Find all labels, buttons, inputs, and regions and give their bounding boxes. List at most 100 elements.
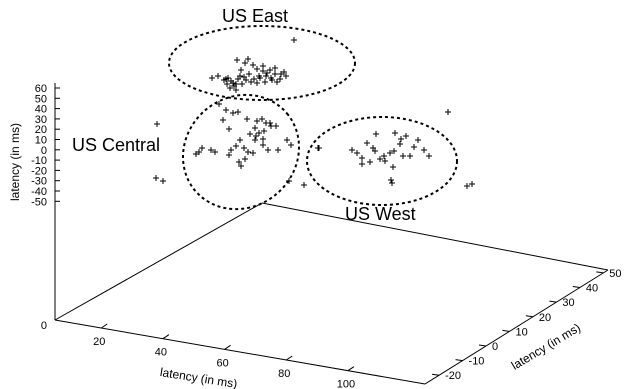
y-tick-label: 40 [586, 283, 598, 295]
data-point [261, 128, 267, 134]
y-tick-label: 50 [609, 268, 621, 280]
data-point [400, 153, 406, 159]
cluster-label-us-east: US East [222, 6, 288, 26]
data-point [445, 109, 451, 115]
data-point [411, 144, 417, 150]
data-point [236, 159, 242, 165]
x-tick-mark [224, 344, 231, 350]
data-point [252, 125, 258, 131]
data-point [260, 136, 266, 142]
data-point [250, 150, 256, 156]
data-point [421, 147, 427, 153]
data-point [238, 67, 244, 73]
x-tick-mark [347, 366, 355, 372]
data-point [228, 147, 234, 153]
data-point [242, 156, 248, 162]
data-point [254, 118, 260, 124]
data-point [264, 70, 270, 76]
y-tick-label: -10 [469, 356, 485, 368]
data-point [254, 66, 260, 72]
data-point [265, 147, 271, 153]
data-point [215, 73, 221, 79]
data-point [160, 178, 166, 184]
y-tick-mark [596, 271, 604, 274]
data-point [154, 121, 160, 127]
y-tick-mark [525, 315, 533, 318]
data-point [208, 147, 214, 153]
data-point [199, 145, 205, 151]
data-point [272, 65, 278, 71]
data-point [316, 145, 322, 151]
data-point [274, 79, 280, 85]
z-tick-label: -10 [31, 155, 47, 167]
z-tick-label: 60 [35, 83, 47, 95]
data-point [262, 79, 268, 85]
data-point [390, 164, 396, 170]
data-point [242, 60, 248, 66]
cluster-ellipse-us-west [306, 116, 458, 206]
data-point [291, 37, 297, 43]
data-point [196, 149, 202, 155]
data-point [245, 56, 251, 62]
data-point [230, 80, 236, 86]
data-point [286, 178, 292, 184]
data-point [377, 156, 383, 162]
data-point [223, 107, 229, 113]
data-point [382, 158, 388, 164]
data-point [224, 81, 230, 87]
data-point [153, 175, 159, 181]
x-axis-ticks: 20 40 60 80 100 [93, 323, 355, 389]
data-point [235, 109, 241, 115]
data-point [216, 101, 222, 107]
data-point [284, 137, 290, 143]
data-point [407, 153, 413, 159]
y-tick-mark [432, 373, 440, 376]
data-point [268, 75, 274, 81]
data-point [221, 77, 227, 83]
x-tick-mark [162, 334, 170, 340]
data-point [283, 73, 289, 79]
data-point [267, 120, 273, 126]
data-point [212, 149, 218, 155]
cluster-ellipses [168, 25, 458, 211]
data-point [403, 133, 409, 139]
y-tick-mark [478, 344, 487, 347]
data-point [260, 142, 266, 148]
data-point [254, 80, 260, 86]
data-point [372, 148, 378, 154]
data-point [246, 71, 252, 77]
data-point [354, 150, 360, 156]
data-point [226, 126, 232, 132]
data-point [392, 130, 398, 136]
data-point [359, 161, 365, 167]
y-tick-mark [549, 300, 557, 303]
data-point [349, 147, 355, 153]
data-point [469, 181, 475, 187]
data-point [231, 83, 237, 89]
data-point [233, 87, 239, 93]
data-point [230, 110, 236, 116]
data-point [277, 76, 283, 82]
data-point [233, 143, 239, 149]
data-point [253, 133, 259, 139]
data-point [209, 75, 215, 81]
data-point [281, 69, 287, 75]
data-point [234, 57, 240, 63]
z-axis-label: latency (in ms) [8, 123, 22, 201]
data-point [367, 159, 373, 165]
back-edge-left [54, 202, 263, 321]
data-point [248, 79, 254, 85]
x-tick-label: 20 [93, 336, 105, 348]
data-point [391, 148, 397, 154]
data-point [245, 149, 251, 155]
x-tick-label: 80 [278, 368, 290, 380]
cluster-label-us-central: US Central [72, 135, 160, 155]
z-tick-label: 40 [35, 104, 47, 116]
x-tick-label: 60 [216, 357, 228, 369]
data-points [153, 37, 475, 189]
data-point [226, 152, 232, 158]
data-point [389, 180, 395, 186]
data-point [263, 73, 269, 79]
